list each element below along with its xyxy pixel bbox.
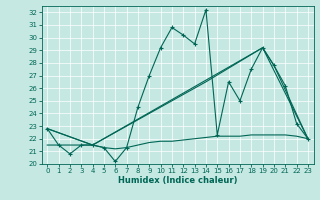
X-axis label: Humidex (Indice chaleur): Humidex (Indice chaleur) — [118, 176, 237, 185]
